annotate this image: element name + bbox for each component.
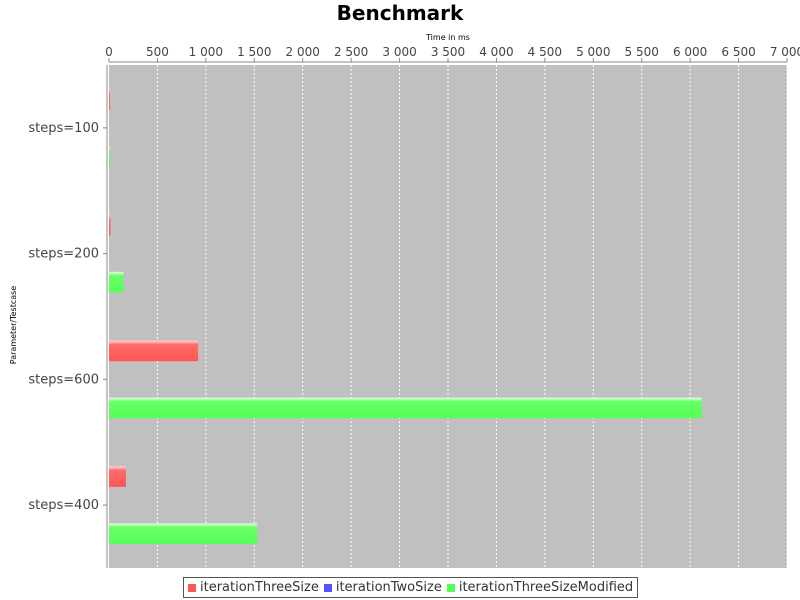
category-label: steps=600 xyxy=(28,372,99,387)
x-tick-label: 1 000 xyxy=(189,45,223,59)
plot-background xyxy=(109,65,787,568)
x-tick-label: 6 500 xyxy=(721,45,755,59)
x-tick-label: 6 000 xyxy=(673,45,707,59)
x-tick-label: 3 000 xyxy=(382,45,416,59)
category-label: steps=200 xyxy=(28,247,99,262)
x-tick-label: 5 000 xyxy=(576,45,610,59)
bars xyxy=(109,89,702,544)
legend-swatch xyxy=(446,583,455,592)
x-tick-label: 2 500 xyxy=(334,45,368,59)
x-tick-label: 4 500 xyxy=(528,45,562,59)
x-axis-label: Time in ms xyxy=(425,33,470,42)
category-label: steps=400 xyxy=(28,498,99,513)
legend-swatch xyxy=(188,583,196,592)
x-tick-label: 4 000 xyxy=(479,45,513,59)
legend-label: iterationThreeSizeModified xyxy=(458,580,634,595)
legend: iterationThreeSize iterationTwoSize iterat… xyxy=(183,577,639,598)
legend-swatch xyxy=(323,583,332,592)
bar-iterationThreeSize-steps=400 xyxy=(109,466,126,487)
bar-iterationThreeSizeModified-steps=100 xyxy=(109,146,110,167)
bar-iterationThreeSize-steps=200 xyxy=(109,214,111,236)
category-labels: steps=100 steps=200 steps=600 steps=400 xyxy=(28,121,107,513)
x-tick-label: 0 xyxy=(105,45,113,59)
x-tick-label: 1 500 xyxy=(237,45,271,59)
legend-label: iterationTwoSize xyxy=(335,580,442,595)
legend-item: iterationTwoSize xyxy=(323,580,442,595)
bar-iterationThreeSize-steps=600 xyxy=(109,340,199,362)
legend-label: iterationThreeSize xyxy=(200,580,319,595)
bar-iterationThreeSize-steps=100 xyxy=(109,89,110,110)
category-label: steps=100 xyxy=(28,121,99,136)
bar-iterationThreeSizeModified-steps=600 xyxy=(109,397,702,419)
x-tick-label: 7 000 xyxy=(770,45,800,59)
x-ticks: 0 500 1 000 1 500 2 000 2 500 3 000 3 500 4 000 4… xyxy=(105,45,800,62)
y-axis-label: Parameter/Testcase xyxy=(9,286,18,365)
legend-item: iterationThreeSizeModified xyxy=(446,580,634,595)
legend-item: iterationThreeSize xyxy=(188,580,319,595)
x-tick-label: 5 500 xyxy=(625,45,659,59)
x-tick-label: 2 000 xyxy=(286,45,320,59)
bar-iterationThreeSizeModified-steps=200 xyxy=(109,271,124,293)
x-tick-label: 3 500 xyxy=(431,45,465,59)
bar-iterationThreeSizeModified-steps=400 xyxy=(109,523,258,544)
x-tick-label: 500 xyxy=(146,45,169,59)
chart-title: Benchmark xyxy=(336,1,464,25)
